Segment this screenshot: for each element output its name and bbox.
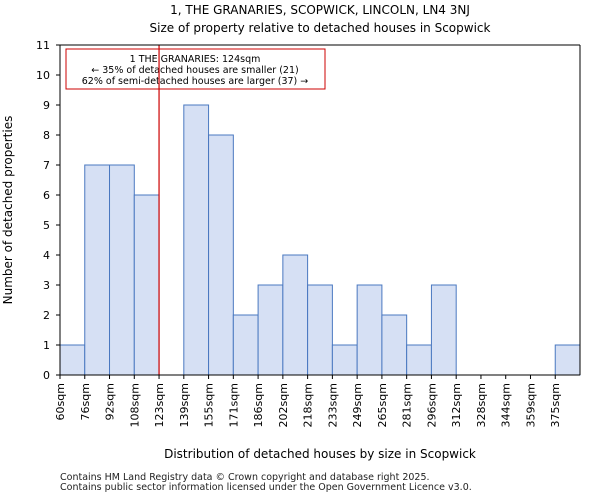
bar-375sqm (554, 344, 581, 376)
bar-92sqm (109, 164, 135, 376)
annotation-line-3: 62% of semi-detached houses are larger (… (82, 76, 309, 87)
bar-155sqm (208, 134, 234, 376)
y-tick-label-5: 5 (43, 219, 50, 232)
annotation-box (65, 48, 326, 90)
bar-171sqm (232, 314, 259, 376)
bar-218sqm (307, 284, 333, 376)
x-ticks-group: 60sqm 76sqm 92sqm 108sqm 123sqm 139sqm 155sqm 1… (54, 375, 562, 427)
x-tick-label-296sqm: 296sqm (425, 383, 438, 427)
x-tick-label-344sqm: 344sqm (500, 383, 513, 427)
x-tick-label-375sqm: 375sqm (549, 383, 562, 427)
y-tick-label-9: 9 (43, 99, 50, 112)
bar-139sqm (183, 104, 210, 376)
chart-title-line1: 1, THE GRANARIES, SCOPWICK, LINCOLN, LN4… (170, 3, 470, 17)
x-tick-label-359sqm: 359sqm (524, 383, 537, 427)
x-tick-label-171sqm: 171sqm (227, 383, 240, 427)
x-tick-label-76sqm: 76sqm (79, 383, 92, 420)
footer-line-1: Contains HM Land Registry data © Crown c… (60, 472, 430, 483)
annotation-line-1: 1 THE GRANARIES: 124sqm (130, 54, 261, 65)
bar-186sqm (257, 284, 284, 376)
x-tick-label-328sqm: 328sqm (475, 383, 488, 427)
y-tick-label-4: 4 (43, 249, 50, 262)
x-tick-label-155sqm: 155sqm (203, 383, 216, 427)
bar-233sqm (331, 344, 358, 376)
x-tick-label-312sqm: 312sqm (450, 383, 463, 427)
x-tick-label-108sqm: 108sqm (128, 383, 141, 427)
bar-108sqm (133, 194, 160, 376)
x-tick-label-281sqm: 281sqm (401, 383, 414, 427)
x-tick-label-265sqm: 265sqm (376, 383, 389, 427)
x-tick-label-123sqm: 123sqm (153, 383, 166, 427)
bar-296sqm (430, 284, 457, 376)
bar-76sqm (84, 164, 111, 376)
y-tick-label-1: 1 (43, 339, 50, 352)
y-tick-label-3: 3 (43, 279, 50, 292)
y-ticks-group: 0 1 2 3 4 5 6 7 8 9 10 11 (36, 39, 60, 382)
bar-249sqm (356, 284, 383, 376)
x-tick-label-249sqm: 249sqm (351, 383, 364, 427)
x-tick-label-139sqm: 139sqm (178, 383, 191, 427)
x-tick-label-60sqm: 60sqm (54, 383, 67, 420)
y-tick-label-0: 0 (43, 369, 50, 382)
y-tick-label-10: 10 (36, 69, 50, 82)
annotation-group: 1 THE GRANARIES: 124sqm ← 35% of detache… (65, 48, 326, 90)
x-tick-label-218sqm: 218sqm (302, 383, 315, 427)
bars-group (59, 104, 581, 376)
annotation-line-2: ← 35% of detached houses are smaller (21… (91, 65, 298, 76)
x-tick-label-92sqm: 92sqm (104, 383, 117, 420)
y-tick-label-7: 7 (43, 159, 50, 172)
bar-265sqm (381, 314, 408, 376)
y-tick-label-8: 8 (43, 129, 50, 142)
footer-line-2: Contains public sector information licen… (60, 482, 472, 493)
bar-281sqm (406, 344, 432, 376)
x-tick-label-186sqm: 186sqm (252, 383, 265, 427)
x-tick-label-233sqm: 233sqm (326, 383, 339, 427)
y-tick-label-11: 11 (36, 39, 50, 52)
chart-title-line2: Size of property relative to detached ho… (150, 21, 491, 35)
y-tick-label-2: 2 (43, 309, 50, 322)
bar-60sqm (59, 344, 86, 376)
y-axis-label: Number of detached properties (1, 116, 15, 305)
x-axis-label: Distribution of detached houses by size … (164, 447, 476, 461)
x-tick-label-202sqm: 202sqm (277, 383, 290, 427)
y-tick-label-6: 6 (43, 189, 50, 202)
axes-group (59, 44, 581, 376)
bar-202sqm (282, 254, 309, 376)
